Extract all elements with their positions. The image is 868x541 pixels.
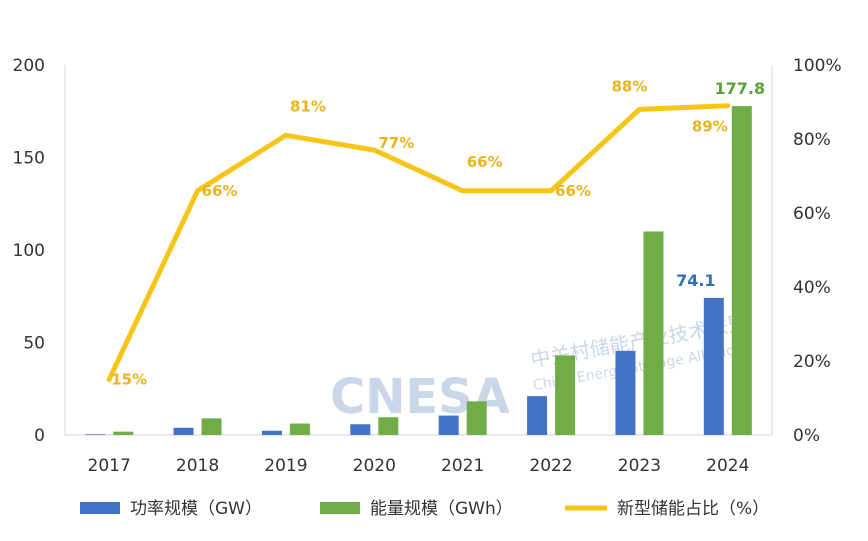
x-tick-label: 2022 <box>529 456 572 476</box>
right-tick-label: 80% <box>793 130 831 150</box>
bar-power <box>85 434 106 435</box>
bars-layer <box>85 106 752 435</box>
bar-power <box>173 427 194 435</box>
x-tick-label: 2018 <box>176 456 219 476</box>
share-data-label: 88% <box>611 77 647 95</box>
bar-power <box>615 350 636 435</box>
share-data-label: 66% <box>555 182 591 200</box>
left-axis-ticks: 0 50 100 150 200 <box>13 56 45 446</box>
right-tick-label: 60% <box>793 204 831 224</box>
share-data-label: 81% <box>290 97 326 115</box>
share-data-label: 66% <box>467 153 503 171</box>
legend-label-power: 功率规模（GW） <box>130 499 262 519</box>
legend: 功率规模（GW） 能量规模（GWh） 新型储能占比（%） <box>80 499 769 519</box>
right-tick-label: 40% <box>793 278 831 298</box>
share-line <box>106 103 731 382</box>
bar-power <box>703 297 724 435</box>
bar-power <box>261 430 282 435</box>
right-tick-label: 20% <box>793 352 831 372</box>
legend-label-energy: 能量规模（GWh） <box>370 499 513 519</box>
bar-energy <box>289 423 310 435</box>
x-tick-label: 2020 <box>353 456 396 476</box>
right-axis-ticks: 0% 20% 40% 60% 80% 100% <box>793 56 842 446</box>
left-tick-label: 0 <box>34 426 45 446</box>
legend-swatch-power <box>80 502 120 514</box>
left-tick-label: 50 <box>23 334 45 354</box>
bar-energy <box>113 431 134 435</box>
share-data-label: 77% <box>378 134 414 152</box>
legend-swatch-energy <box>320 502 360 514</box>
x-tick-label: 2021 <box>441 456 484 476</box>
x-tick-label: 2017 <box>88 456 131 476</box>
left-tick-label: 100 <box>13 241 45 261</box>
share-data-label: 15% <box>111 371 147 389</box>
right-tick-label: 100% <box>793 56 842 76</box>
data-labels-layer: 15% 66% 81% 77% 66% 66% 88% 89% 74.1 177.8 <box>111 77 765 388</box>
legend-label-share: 新型储能占比（%） <box>617 499 769 519</box>
x-tick-label: 2019 <box>264 456 307 476</box>
bar-energy <box>378 417 399 435</box>
bar-energy <box>643 231 664 435</box>
right-tick-label: 0% <box>793 426 820 446</box>
share-data-label: 89% <box>692 118 728 136</box>
bar-energy <box>731 106 752 435</box>
power-value-label: 74.1 <box>676 271 715 290</box>
bar-energy <box>466 401 487 435</box>
line-layer <box>106 103 731 382</box>
share-data-label: 66% <box>202 182 238 200</box>
bar-power <box>527 396 548 435</box>
x-tick-label: 2024 <box>706 456 749 476</box>
x-tick-label: 2023 <box>618 456 661 476</box>
energy-value-label: 177.8 <box>715 79 766 98</box>
left-tick-label: 150 <box>13 149 45 169</box>
bar-power <box>350 424 371 435</box>
bar-energy <box>555 355 576 435</box>
x-axis-ticks: 2017 2018 2019 2020 2021 2022 2023 2024 <box>88 456 750 476</box>
bar-energy <box>201 418 222 435</box>
left-tick-label: 200 <box>13 56 45 76</box>
bar-power <box>438 415 459 435</box>
